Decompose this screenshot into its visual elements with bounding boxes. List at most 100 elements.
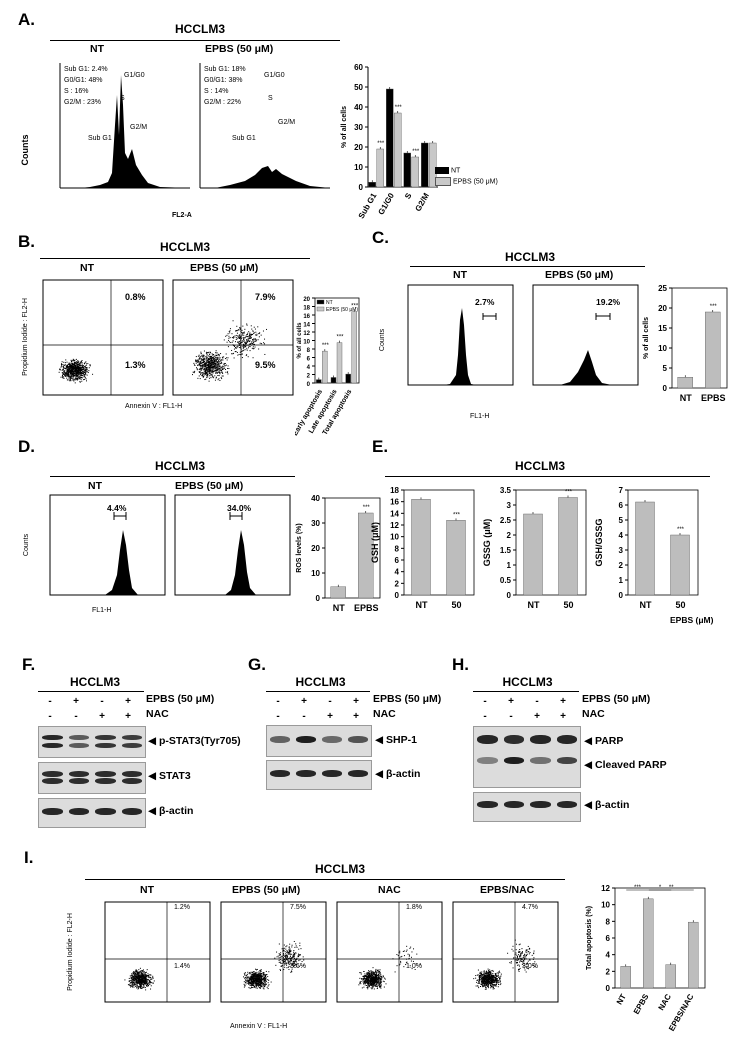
data-point [216,365,218,367]
data-point [377,974,379,976]
data-point [210,371,212,373]
data-point [143,984,145,986]
data-point [218,357,220,359]
data-point [224,367,226,369]
y-axis-label: GSH/GSSG [594,518,604,566]
data-point [80,367,82,369]
data-point [205,351,207,353]
data-point [256,975,258,977]
data-point [145,971,147,973]
data-point [375,981,377,983]
data-point [257,975,259,977]
data-point [487,974,489,976]
data-point [137,982,139,984]
y-tick-label: 6 [395,556,400,565]
data-point [71,372,73,374]
data-point [296,946,298,948]
data-point [374,976,376,978]
data-point [66,366,68,368]
data-point [368,986,370,988]
data-point [378,978,380,980]
data-point [365,978,367,980]
data-point [253,348,255,350]
data-point [202,364,204,366]
data-point [260,979,262,981]
data-point [142,975,144,977]
bar [394,112,402,188]
data-point [135,985,137,987]
data-point [373,980,375,982]
data-point [528,953,530,955]
data-point [256,973,258,975]
data-point [70,371,72,373]
data-point [133,977,135,979]
data-point [526,953,528,955]
data-point [379,981,381,983]
data-point [261,979,263,981]
data-point [135,969,137,971]
data-point [252,975,254,977]
data-point [84,372,86,374]
data-point [128,980,130,982]
data-point [256,976,258,978]
data-point [80,366,82,368]
panel-c-y-label: Counts [379,328,386,351]
data-point [131,982,133,984]
data-point [225,371,227,373]
data-point [203,375,205,377]
panel-i-label: I. [24,848,34,867]
data-point [140,974,142,976]
data-point [82,365,84,367]
data-point [245,346,247,348]
data-point [77,367,79,369]
panel-d-nt-pct: 4.4% [107,503,127,513]
data-point [510,962,512,964]
data-point [135,978,137,980]
data-point [201,364,203,366]
data-point [485,980,487,982]
data-point [210,366,212,368]
data-point [288,952,290,954]
data-point [286,957,288,959]
data-point [526,965,528,967]
data-point [496,975,498,977]
data-point [207,364,209,366]
data-point [211,361,213,363]
data-point [152,975,154,977]
data-point [63,373,65,375]
data-point [79,369,81,371]
plot-frame [104,901,211,1003]
data-point [399,950,401,952]
data-point [73,365,75,367]
data-point [220,360,222,362]
data-point [236,330,238,332]
data-point [487,978,489,980]
data-point [68,374,70,376]
data-point [244,328,246,330]
data-point [258,336,260,338]
data-point [135,977,137,979]
panel-g-label: G. [248,655,266,674]
data-point [211,371,213,373]
data-point [248,337,250,339]
data-point [209,375,211,377]
data-point [218,355,220,357]
data-point [216,364,218,366]
data-point [484,980,486,982]
data-point [218,365,220,367]
data-point [363,980,365,982]
data-point [281,948,283,950]
data-point [145,974,147,976]
data-point [483,979,485,981]
panel-a-y-label: Counts [20,135,30,166]
data-point [214,359,216,361]
category-label: NT [528,600,540,610]
data-point [251,984,253,986]
data-point [374,977,376,979]
data-point [486,984,488,986]
data-point [285,948,287,950]
data-point [518,968,520,970]
data-point [142,969,144,971]
data-point [86,367,88,369]
data-point [533,963,535,965]
